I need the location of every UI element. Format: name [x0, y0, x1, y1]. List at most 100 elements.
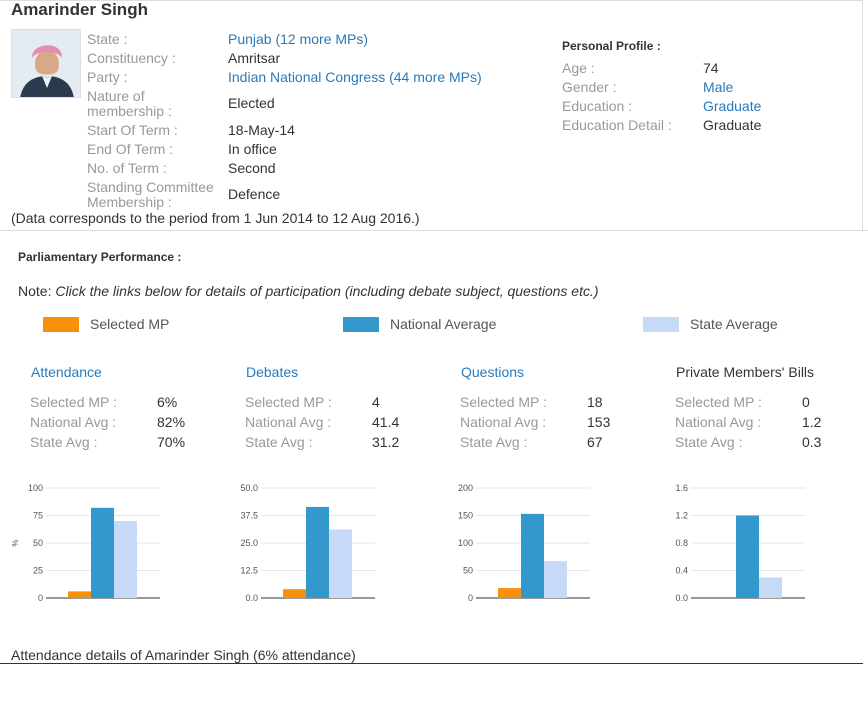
y-tick-label: 37.5	[240, 511, 258, 521]
party-link[interactable]: Indian National Congress (44 more MPs)	[228, 69, 482, 85]
y-tick-label: 25.0	[240, 538, 258, 548]
age-label: Age :	[562, 60, 595, 76]
committee-label-line1: Standing Committee	[87, 179, 214, 195]
debates-selected-value: 4	[372, 394, 380, 410]
questions-state-value: 67	[587, 434, 603, 450]
bills-selected-label: Selected MP :	[675, 394, 762, 410]
num-term-value: Second	[228, 160, 276, 176]
committee-value: Defence	[228, 186, 281, 202]
y-tick-label: 50.0	[240, 483, 258, 493]
debates-selected-label: Selected MP :	[245, 394, 332, 410]
personal-profile-title: Personal Profile :	[562, 39, 661, 53]
bar-state-average	[329, 529, 352, 598]
y-tick-label: 100	[28, 483, 43, 493]
bottom-divider	[0, 663, 863, 664]
legend-label-national-average: National Average	[390, 316, 497, 332]
bar-selected-mp	[498, 588, 521, 598]
attendance-state-label: State Avg :	[30, 434, 98, 450]
mp-photo-icon	[12, 30, 80, 97]
education-link[interactable]: Graduate	[703, 98, 762, 114]
mp-name: Amarinder Singh	[11, 0, 148, 19]
state-label: State :	[87, 31, 128, 47]
attendance-chart: 0 25 50 75 100%	[11, 483, 160, 603]
attendance-link[interactable]: Attendance	[31, 364, 102, 380]
legend-swatch-state-average	[643, 317, 679, 332]
constituency-label: Constituency :	[87, 50, 176, 66]
questions-national-label: National Avg :	[460, 414, 547, 430]
education-detail-value: Graduate	[703, 117, 762, 133]
attendance-national-value: 82%	[157, 414, 186, 430]
bills-national-value: 1.2	[802, 414, 822, 430]
bar-national-average	[306, 506, 329, 598]
y-tick-label: 1.2	[675, 511, 688, 521]
y-tick-label: 25	[33, 566, 43, 576]
debates-chart: 0.0 12.5 25.0 37.5 50.0	[240, 483, 375, 603]
attendance-state-value: 70%	[157, 434, 186, 450]
bar-state-average	[544, 561, 567, 598]
legend-label-selected-mp: Selected MP	[90, 316, 170, 332]
questions-link[interactable]: Questions	[461, 364, 525, 380]
y-tick-label: 0	[468, 593, 473, 603]
mp-photo	[11, 29, 81, 98]
bills-national-label: National Avg :	[675, 414, 762, 430]
questions-state-label: State Avg :	[460, 434, 528, 450]
state-link[interactable]: Punjab (12 more MPs)	[228, 31, 369, 47]
bar-national-average	[736, 515, 759, 598]
debates-link[interactable]: Debates	[246, 364, 299, 380]
note-text: Click the links below for details of par…	[55, 283, 599, 299]
legend-label-state-average: State Average	[690, 316, 778, 332]
committee-label-line2: Membership :	[87, 194, 172, 210]
bar-national-average	[521, 513, 544, 598]
y-tick-label: 150	[458, 511, 473, 521]
bar-national-average	[91, 507, 114, 598]
nature-label-line2: membership :	[87, 103, 172, 119]
bar-selected-mp	[68, 591, 91, 598]
attendance-selected-label: Selected MP :	[30, 394, 117, 410]
bills-state-value: 0.3	[802, 434, 822, 450]
top-divider	[0, 0, 863, 1]
y-tick-label: 50	[33, 538, 43, 548]
debates-national-label: National Avg :	[245, 414, 332, 430]
y-tick-label: 50	[463, 566, 473, 576]
questions-chart: 0 50 100 150 200	[458, 483, 590, 603]
performance-title: Parliamentary Performance :	[18, 250, 182, 264]
y-tick-label: 1.6	[675, 483, 688, 493]
section-divider	[0, 230, 868, 231]
y-tick-label: 12.5	[240, 566, 258, 576]
legend-swatch-national-average	[343, 317, 379, 332]
private-bills-title: Private Members' Bills	[676, 364, 815, 380]
debates-national-value: 41.4	[372, 414, 400, 430]
questions-selected-label: Selected MP :	[460, 394, 547, 410]
bills-selected-value: 0	[802, 394, 810, 410]
end-term-label: End Of Term :	[87, 141, 174, 157]
y-tick-label: 0.0	[675, 593, 688, 603]
start-term-label: Start Of Term :	[87, 122, 178, 138]
debates-state-label: State Avg :	[245, 434, 313, 450]
questions-national-value: 153	[587, 414, 611, 430]
y-tick-label: 0.4	[675, 566, 688, 576]
attendance-details-heading: Attendance details of Amarinder Singh (6…	[11, 647, 356, 663]
private-bills-chart: 0.0 0.4 0.8 1.2 1.6	[675, 483, 805, 603]
y-tick-label: 200	[458, 483, 473, 493]
num-term-label: No. of Term :	[87, 160, 167, 176]
period-note: (Data corresponds to the period from 1 J…	[11, 210, 420, 226]
questions-selected-value: 18	[587, 394, 603, 410]
bills-state-label: State Avg :	[675, 434, 743, 450]
gender-label: Gender :	[562, 79, 617, 95]
gender-link[interactable]: Male	[703, 79, 734, 95]
education-detail-label: Education Detail :	[562, 117, 672, 133]
y-axis-label: %	[11, 539, 20, 546]
education-label: Education :	[562, 98, 633, 114]
party-label: Party :	[87, 69, 128, 85]
end-term-value: In office	[228, 141, 277, 157]
debates-state-value: 31.2	[372, 434, 400, 450]
nature-label-line1: Nature of	[87, 88, 145, 104]
constituency-value: Amritsar	[228, 50, 281, 66]
attendance-national-label: National Avg :	[30, 414, 117, 430]
y-tick-label: 75	[33, 511, 43, 521]
attendance-selected-value: 6%	[157, 394, 178, 410]
bar-selected-mp	[283, 589, 306, 598]
age-value: 74	[703, 60, 719, 76]
legend-swatch-selected-mp	[43, 317, 79, 332]
y-tick-label: 100	[458, 538, 473, 548]
